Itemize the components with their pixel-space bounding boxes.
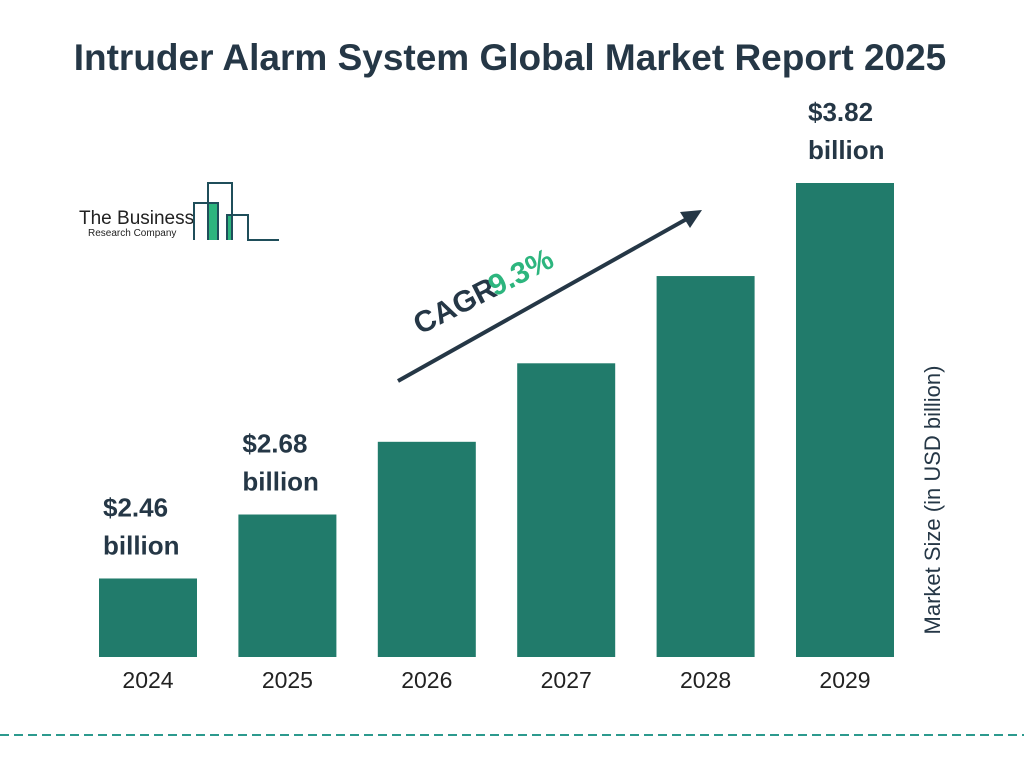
bar-2027 — [517, 363, 616, 657]
data-label-value: $2.68 — [242, 429, 307, 459]
bar-2025 — [238, 514, 337, 657]
cagr-arrow — [397, 210, 702, 383]
chart-title: Intruder Alarm System Global Market Repo… — [73, 37, 947, 78]
bar-2024 — [99, 578, 197, 657]
data-label-unit: billion — [103, 530, 180, 560]
logo-line2: Research Company — [88, 228, 176, 239]
x-tick-label: 2028 — [680, 667, 731, 693]
x-tick-label: 2024 — [122, 667, 173, 693]
arrow-head-icon — [680, 210, 702, 228]
logo: The Business Research Company — [79, 182, 279, 241]
logo-line1: The Business — [79, 208, 194, 229]
data-label-unit: billion — [242, 467, 319, 497]
data-label-unit: billion — [808, 135, 885, 165]
bar-2028 — [656, 276, 755, 657]
x-tick-label: 2025 — [262, 667, 313, 693]
x-tick-label: 2029 — [819, 667, 870, 693]
y-axis-label: Market Size (in USD billion) — [920, 366, 945, 635]
data-label-value: $3.82 — [808, 97, 873, 127]
data-label-value: $2.46 — [103, 492, 168, 522]
x-tick-label: 2026 — [401, 667, 452, 693]
bar-2029 — [796, 183, 894, 657]
x-tick-label: 2027 — [541, 667, 592, 693]
cagr-value: 9.3% — [483, 243, 559, 303]
bar-2026 — [377, 441, 476, 657]
